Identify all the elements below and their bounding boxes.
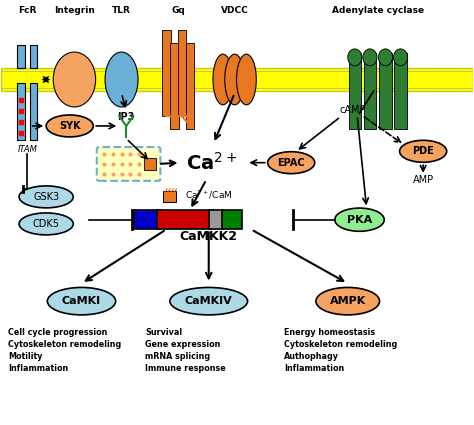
Bar: [222, 210, 242, 230]
Text: CDK5: CDK5: [33, 219, 60, 229]
Bar: [379, 53, 392, 129]
Text: SYK: SYK: [59, 121, 81, 131]
Ellipse shape: [335, 208, 384, 231]
Ellipse shape: [400, 140, 447, 162]
Bar: [364, 53, 376, 129]
Text: AMPK: AMPK: [329, 296, 366, 306]
Ellipse shape: [46, 115, 93, 137]
Text: PDE: PDE: [412, 146, 434, 156]
Text: CaMKIV: CaMKIV: [185, 296, 233, 306]
Bar: [178, 30, 186, 116]
Text: IP3: IP3: [118, 112, 135, 122]
Text: cAMP: cAMP: [339, 105, 366, 115]
Text: Cell cycle progression
Cytoskeleton remodeling
Motility
Inflammation: Cell cycle progression Cytoskeleton remo…: [9, 328, 122, 373]
Ellipse shape: [105, 52, 138, 107]
Text: CaMKK2: CaMKK2: [180, 230, 238, 243]
FancyBboxPatch shape: [97, 147, 160, 181]
Ellipse shape: [47, 287, 116, 315]
Text: Ca$^{2+}$/CaM: Ca$^{2+}$/CaM: [185, 189, 233, 201]
Bar: [209, 210, 223, 230]
Text: FcR: FcR: [18, 6, 36, 15]
Text: Integrin: Integrin: [54, 6, 95, 15]
Text: PKA: PKA: [347, 215, 372, 225]
Ellipse shape: [393, 49, 408, 66]
Ellipse shape: [19, 213, 73, 235]
Bar: [1, 68, 473, 91]
Ellipse shape: [170, 287, 247, 315]
Ellipse shape: [316, 287, 380, 315]
Bar: [394, 53, 407, 129]
Ellipse shape: [19, 186, 73, 208]
Text: Energy homeostasis
Cytoskeleton remodeling
Authophagy
Inflammation: Energy homeostasis Cytoskeleton remodeli…: [284, 328, 397, 373]
Bar: [170, 42, 179, 129]
Ellipse shape: [237, 54, 256, 105]
Text: Gq: Gq: [171, 6, 185, 15]
Bar: [30, 83, 37, 140]
Ellipse shape: [53, 52, 96, 107]
Text: Survival
Gene expression
mRNA splicing
Immune response: Survival Gene expression mRNA splicing I…: [145, 328, 226, 373]
Bar: [162, 30, 171, 116]
Text: TLR: TLR: [112, 6, 131, 15]
Bar: [30, 45, 37, 68]
Text: Adenylate cyclase: Adenylate cyclase: [332, 6, 424, 15]
Bar: [18, 83, 25, 140]
Text: Ca$^{2+}$: Ca$^{2+}$: [186, 152, 237, 174]
Text: CaMKI: CaMKI: [62, 296, 101, 306]
Bar: [18, 45, 25, 68]
Ellipse shape: [225, 54, 245, 105]
Bar: [157, 210, 213, 230]
Ellipse shape: [363, 49, 377, 66]
Text: GSK3: GSK3: [33, 192, 59, 202]
Ellipse shape: [268, 152, 315, 174]
Bar: [186, 42, 194, 129]
Text: ITAM: ITAM: [18, 144, 37, 154]
Text: VDCC: VDCC: [221, 6, 248, 15]
Bar: [144, 158, 156, 170]
Bar: [134, 210, 161, 230]
Bar: [349, 53, 361, 129]
Text: AMP: AMP: [412, 175, 434, 185]
Text: EPAC: EPAC: [277, 158, 305, 168]
Ellipse shape: [378, 49, 392, 66]
Bar: [163, 191, 176, 201]
Ellipse shape: [213, 54, 233, 105]
Ellipse shape: [348, 49, 362, 66]
